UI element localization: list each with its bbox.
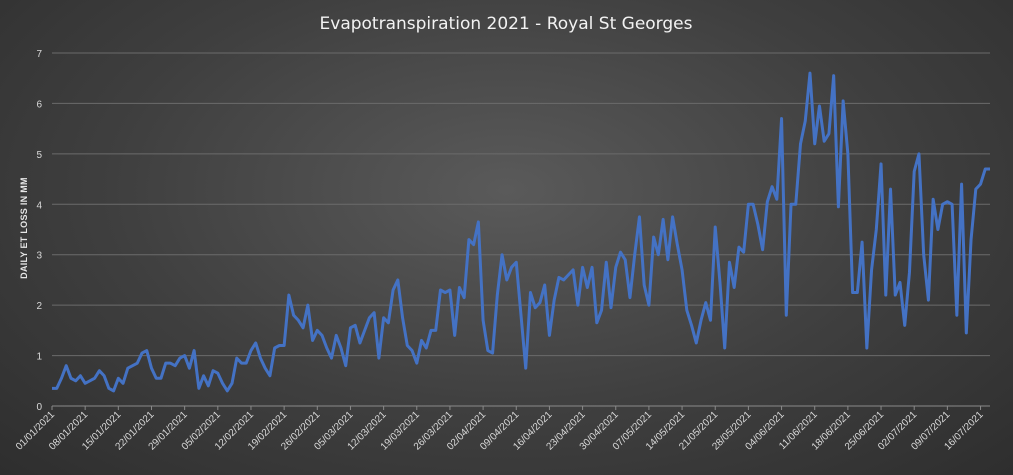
y-tick-labels: 0 1 2 3 4 5 6 7 [36, 49, 42, 413]
y-tick-label: 0 [36, 402, 42, 413]
y-tick-label: 2 [36, 301, 42, 312]
y-tick-label: 1 [36, 352, 42, 363]
y-tick-label: 7 [36, 49, 42, 60]
x-tick-labels: 01/01/202108/01/202115/01/202122/01/2021… [14, 406, 986, 453]
series-line [52, 71, 990, 393]
chart-title: Evapotranspiration 2021 - Royal St Georg… [320, 14, 693, 34]
y-tick-label: 4 [36, 200, 42, 211]
y-axis-label: DAILY ET LOSS IN MM [19, 177, 29, 279]
y-tick-label: 5 [36, 150, 42, 161]
y-tick-label: 6 [36, 99, 42, 110]
y-tick-label: 3 [36, 251, 42, 262]
